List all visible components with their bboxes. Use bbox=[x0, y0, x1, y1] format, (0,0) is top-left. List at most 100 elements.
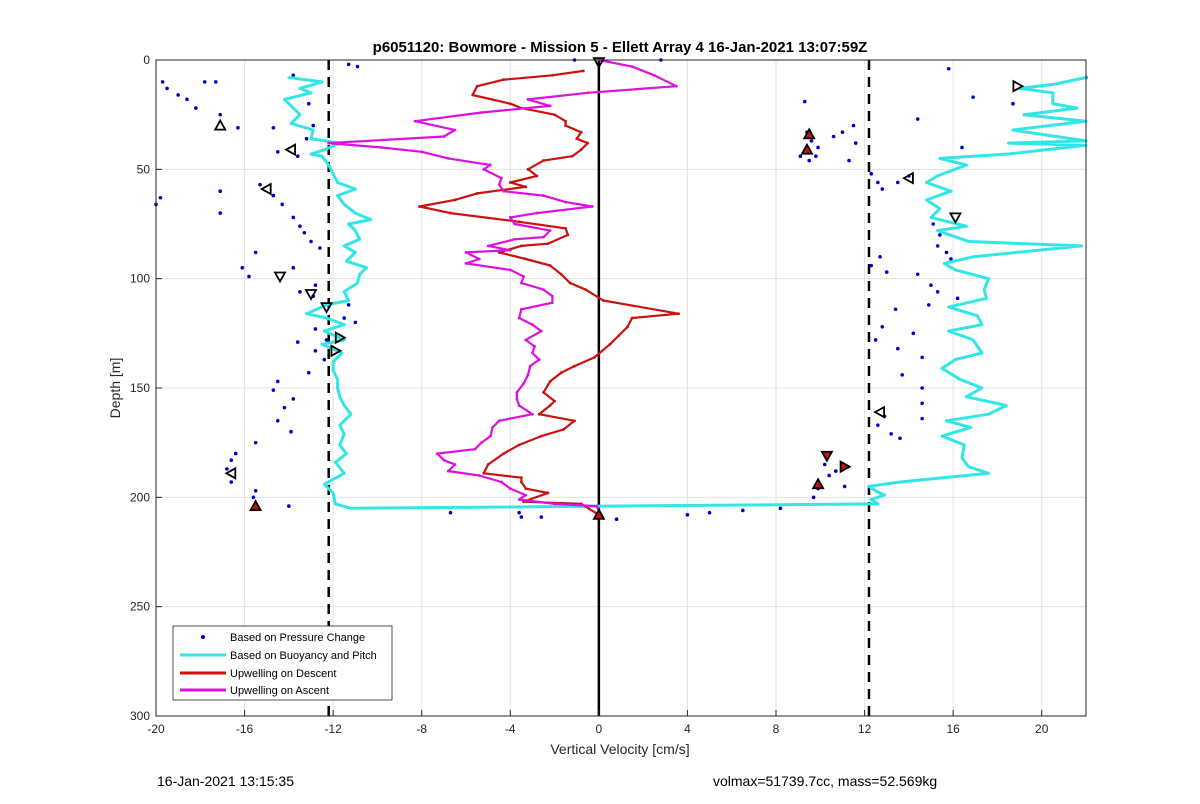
pressure-point bbox=[218, 189, 223, 193]
pressure-point bbox=[355, 64, 360, 69]
pressure-point bbox=[707, 510, 712, 515]
series-point bbox=[502, 189, 506, 193]
triangle-marker bbox=[811, 477, 825, 490]
series-point bbox=[940, 434, 944, 438]
y-tick-label: 100 bbox=[130, 272, 150, 286]
series-point bbox=[1022, 113, 1026, 117]
triangle-marker bbox=[1012, 79, 1025, 93]
footer-volmax-mass: volmax=51739.7cc, mass=52.569kg bbox=[713, 773, 938, 789]
series-point bbox=[535, 211, 539, 215]
legend-label-buoyancy: Based on Buoyancy and Pitch bbox=[230, 650, 377, 662]
series-point bbox=[526, 97, 530, 101]
series-point bbox=[519, 307, 523, 311]
series-point bbox=[336, 386, 339, 390]
pressure-point bbox=[253, 440, 258, 445]
pressure-point bbox=[318, 246, 322, 250]
series-point bbox=[936, 174, 940, 178]
series-point bbox=[342, 404, 346, 407]
pressure-point bbox=[847, 158, 851, 163]
series-point bbox=[508, 181, 512, 184]
pressure-point bbox=[202, 80, 207, 84]
series-point bbox=[548, 380, 552, 383]
series-point bbox=[464, 261, 468, 265]
series-point bbox=[342, 244, 346, 248]
series-point bbox=[677, 312, 680, 316]
series-point bbox=[342, 323, 346, 326]
pressure-point bbox=[1011, 101, 1015, 106]
x-tick-label: -4 bbox=[505, 722, 516, 736]
series-point bbox=[524, 338, 528, 342]
series-point bbox=[453, 198, 457, 202]
series-point bbox=[289, 122, 293, 125]
series-point bbox=[898, 480, 902, 484]
pressure-point bbox=[240, 265, 245, 270]
pressure-point bbox=[346, 303, 351, 307]
pressure-point bbox=[893, 307, 898, 312]
series-point bbox=[539, 329, 543, 333]
series-point bbox=[1053, 82, 1057, 86]
pressure-point bbox=[840, 130, 845, 134]
pressure-point bbox=[869, 263, 874, 268]
series-point bbox=[980, 386, 984, 390]
series-point bbox=[1051, 91, 1055, 95]
triangle-marker bbox=[213, 118, 227, 131]
pressure-point bbox=[225, 467, 229, 471]
series-point bbox=[542, 159, 545, 162]
series-point bbox=[586, 141, 590, 145]
series-point bbox=[876, 502, 880, 506]
series-point bbox=[925, 198, 928, 202]
series-point bbox=[477, 257, 481, 261]
series-point bbox=[960, 456, 964, 460]
series-point bbox=[559, 272, 563, 276]
triangle-marker bbox=[802, 127, 816, 140]
series-point bbox=[502, 452, 506, 455]
series-point bbox=[630, 65, 634, 68]
series-point bbox=[971, 338, 975, 342]
pressure-point bbox=[809, 139, 814, 143]
series-point bbox=[945, 419, 948, 423]
series-point bbox=[601, 299, 605, 302]
pressure-point bbox=[802, 99, 807, 104]
series-point bbox=[965, 395, 968, 399]
pressure-point bbox=[946, 66, 951, 71]
triangle-marker bbox=[902, 171, 914, 185]
series-point bbox=[548, 404, 552, 407]
series-point bbox=[929, 216, 933, 219]
series-point bbox=[502, 78, 506, 82]
series-point bbox=[480, 111, 483, 114]
series-point bbox=[967, 465, 971, 469]
series-point bbox=[584, 288, 587, 291]
x-tick-label: -12 bbox=[324, 722, 342, 736]
pressure-point bbox=[833, 469, 838, 473]
pressure-point bbox=[313, 327, 318, 331]
series-point bbox=[475, 84, 479, 88]
series-point bbox=[674, 84, 678, 88]
series-point bbox=[550, 301, 554, 305]
series-point bbox=[1007, 152, 1010, 156]
series-point bbox=[482, 167, 486, 171]
pressure-point bbox=[218, 211, 223, 215]
triangle-marker bbox=[592, 507, 606, 520]
series-point bbox=[453, 463, 457, 466]
series-point bbox=[980, 351, 984, 355]
series-point bbox=[309, 91, 313, 95]
series-point bbox=[942, 261, 946, 265]
pressure-point bbox=[798, 154, 803, 159]
pressure-point bbox=[324, 338, 329, 342]
series-point bbox=[327, 141, 331, 145]
pressure-point bbox=[827, 473, 831, 478]
pressure-point bbox=[322, 357, 327, 362]
series-point bbox=[356, 281, 359, 285]
pressure-point bbox=[304, 136, 309, 141]
series-point bbox=[508, 487, 512, 490]
series-point bbox=[595, 504, 599, 508]
pressure-point bbox=[160, 80, 165, 84]
series-point bbox=[984, 296, 988, 300]
x-tick-label: -8 bbox=[416, 722, 427, 736]
pressure-point bbox=[291, 215, 296, 220]
series-point bbox=[353, 187, 357, 191]
series-point bbox=[608, 342, 612, 346]
pressure-point bbox=[880, 187, 885, 191]
series-line-ascent bbox=[327, 58, 678, 512]
series-point bbox=[593, 355, 596, 359]
